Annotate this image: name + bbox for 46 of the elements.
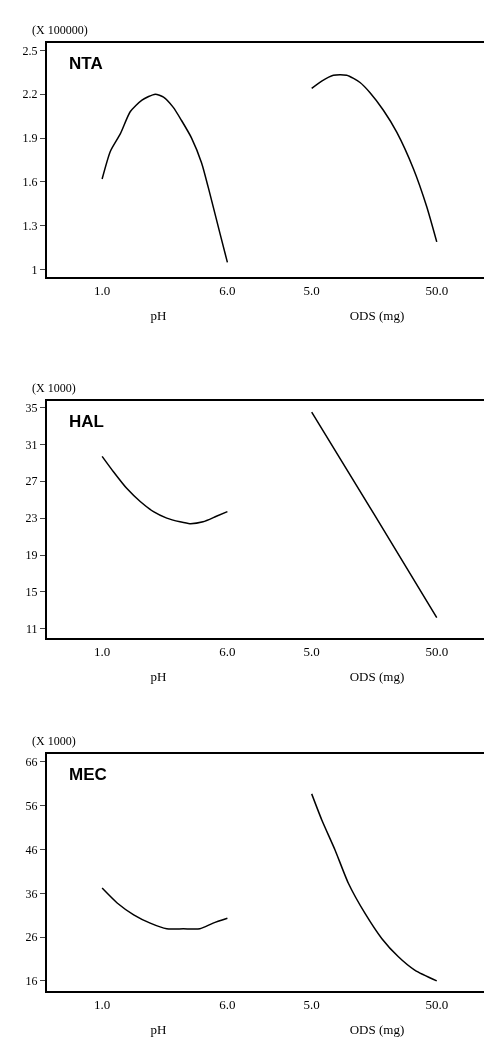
- y-tick-label: 66: [25, 755, 38, 770]
- text: MEC: [69, 765, 107, 784]
- y-axis-title: (X 1000): [32, 734, 76, 748]
- x-axis-title: ODS (mg): [349, 307, 405, 323]
- y-tick-label: 23: [25, 511, 38, 526]
- x-axis-title: pH: [150, 668, 167, 684]
- y-tick-label: 11: [26, 621, 38, 636]
- y-tick-label: 27: [25, 474, 38, 489]
- y-axis-title: (X 1000): [32, 381, 76, 395]
- y-tick-label: 31: [25, 437, 38, 452]
- line-series: [101, 455, 229, 525]
- x-tick-label: 5.0: [303, 996, 320, 1012]
- x-axis-title: ODS (mg): [349, 1021, 405, 1037]
- x-tick-label: 6.0: [219, 996, 236, 1012]
- x-tick-label: 50.0: [425, 643, 449, 659]
- y-tick-label: 1: [31, 262, 38, 277]
- text: HAL: [69, 412, 104, 431]
- x-tick-label: 6.0: [219, 643, 236, 659]
- x-axis-title: pH: [150, 1021, 167, 1037]
- x-axis-title: ODS (mg): [349, 668, 405, 684]
- y-tick-label: 19: [25, 548, 38, 563]
- y-tick-label: 56: [25, 798, 38, 813]
- x-tick-label: 1.0: [94, 643, 111, 659]
- line-series: [101, 93, 229, 264]
- y-tick-label: 15: [25, 585, 38, 600]
- y-axis-title: (X 100000): [32, 23, 88, 37]
- text: NTA: [69, 54, 103, 73]
- x-axis-title: pH: [150, 307, 167, 323]
- x-tick-label: 50.0: [425, 282, 449, 298]
- y-tick-label: 1.6: [22, 175, 38, 190]
- y-tick-label: 2.2: [22, 87, 38, 102]
- y-tick-label: 2.5: [22, 43, 38, 58]
- x-tick-label: 5.0: [303, 643, 320, 659]
- x-tick-label: 50.0: [425, 996, 449, 1012]
- y-tick-label: 1.9: [22, 131, 38, 146]
- y-tick-label: 26: [25, 930, 38, 945]
- line-series: [101, 887, 229, 930]
- y-tick-label: 16: [25, 974, 38, 989]
- x-tick-label: 6.0: [219, 282, 236, 298]
- x-tick-label: 5.0: [303, 282, 320, 298]
- x-tick-label: 1.0: [94, 282, 111, 298]
- y-tick-label: 46: [25, 842, 38, 857]
- y-tick-label: 35: [25, 400, 38, 415]
- y-tick-label: 1.3: [22, 219, 38, 234]
- x-tick-label: 1.0: [94, 996, 111, 1012]
- y-tick-label: 36: [25, 886, 38, 901]
